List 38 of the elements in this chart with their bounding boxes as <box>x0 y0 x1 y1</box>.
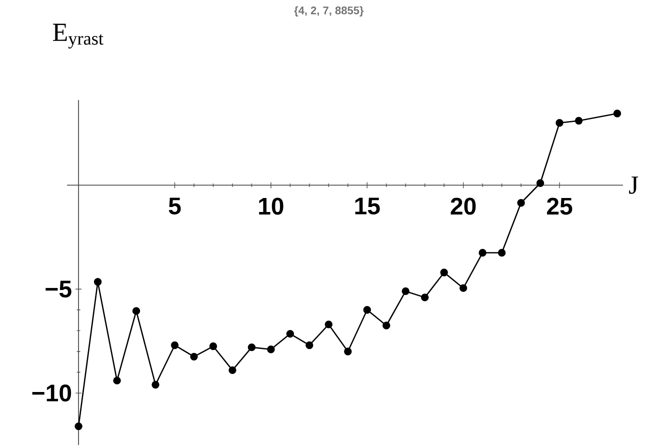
point <box>420 294 429 302</box>
point <box>248 343 256 352</box>
point <box>613 110 622 118</box>
point <box>132 307 140 315</box>
point <box>113 376 121 384</box>
point <box>74 422 82 430</box>
point <box>478 248 486 257</box>
x-axis-title: J <box>629 176 638 194</box>
point <box>267 346 275 354</box>
point <box>286 330 294 338</box>
point <box>152 380 160 389</box>
x-tick-label: 10 <box>259 198 284 215</box>
point <box>556 119 564 127</box>
point <box>209 342 218 350</box>
point <box>517 199 525 207</box>
point <box>363 306 371 314</box>
point <box>536 179 544 187</box>
point <box>170 341 179 350</box>
point <box>190 352 198 361</box>
point <box>382 322 390 330</box>
chart-title: {4, 2, 7, 8855} <box>294 6 364 16</box>
x-tick-label: 5 <box>168 198 181 214</box>
y-tick-label: −10 <box>32 384 72 402</box>
x-tick-label: 20 <box>450 198 476 215</box>
point <box>344 348 352 356</box>
y-tick-label: −5 <box>46 280 72 298</box>
point <box>574 116 583 125</box>
point <box>94 278 102 286</box>
y-axis-title: E$_{yrast}$ <box>52 24 104 48</box>
point <box>459 284 468 292</box>
point <box>228 366 236 374</box>
point <box>498 248 506 257</box>
point <box>440 268 448 276</box>
x-tick-label: 25 <box>547 198 572 215</box>
x-tick-label: 15 <box>355 198 380 214</box>
point <box>402 287 410 296</box>
point <box>306 341 314 350</box>
point <box>324 320 332 328</box>
